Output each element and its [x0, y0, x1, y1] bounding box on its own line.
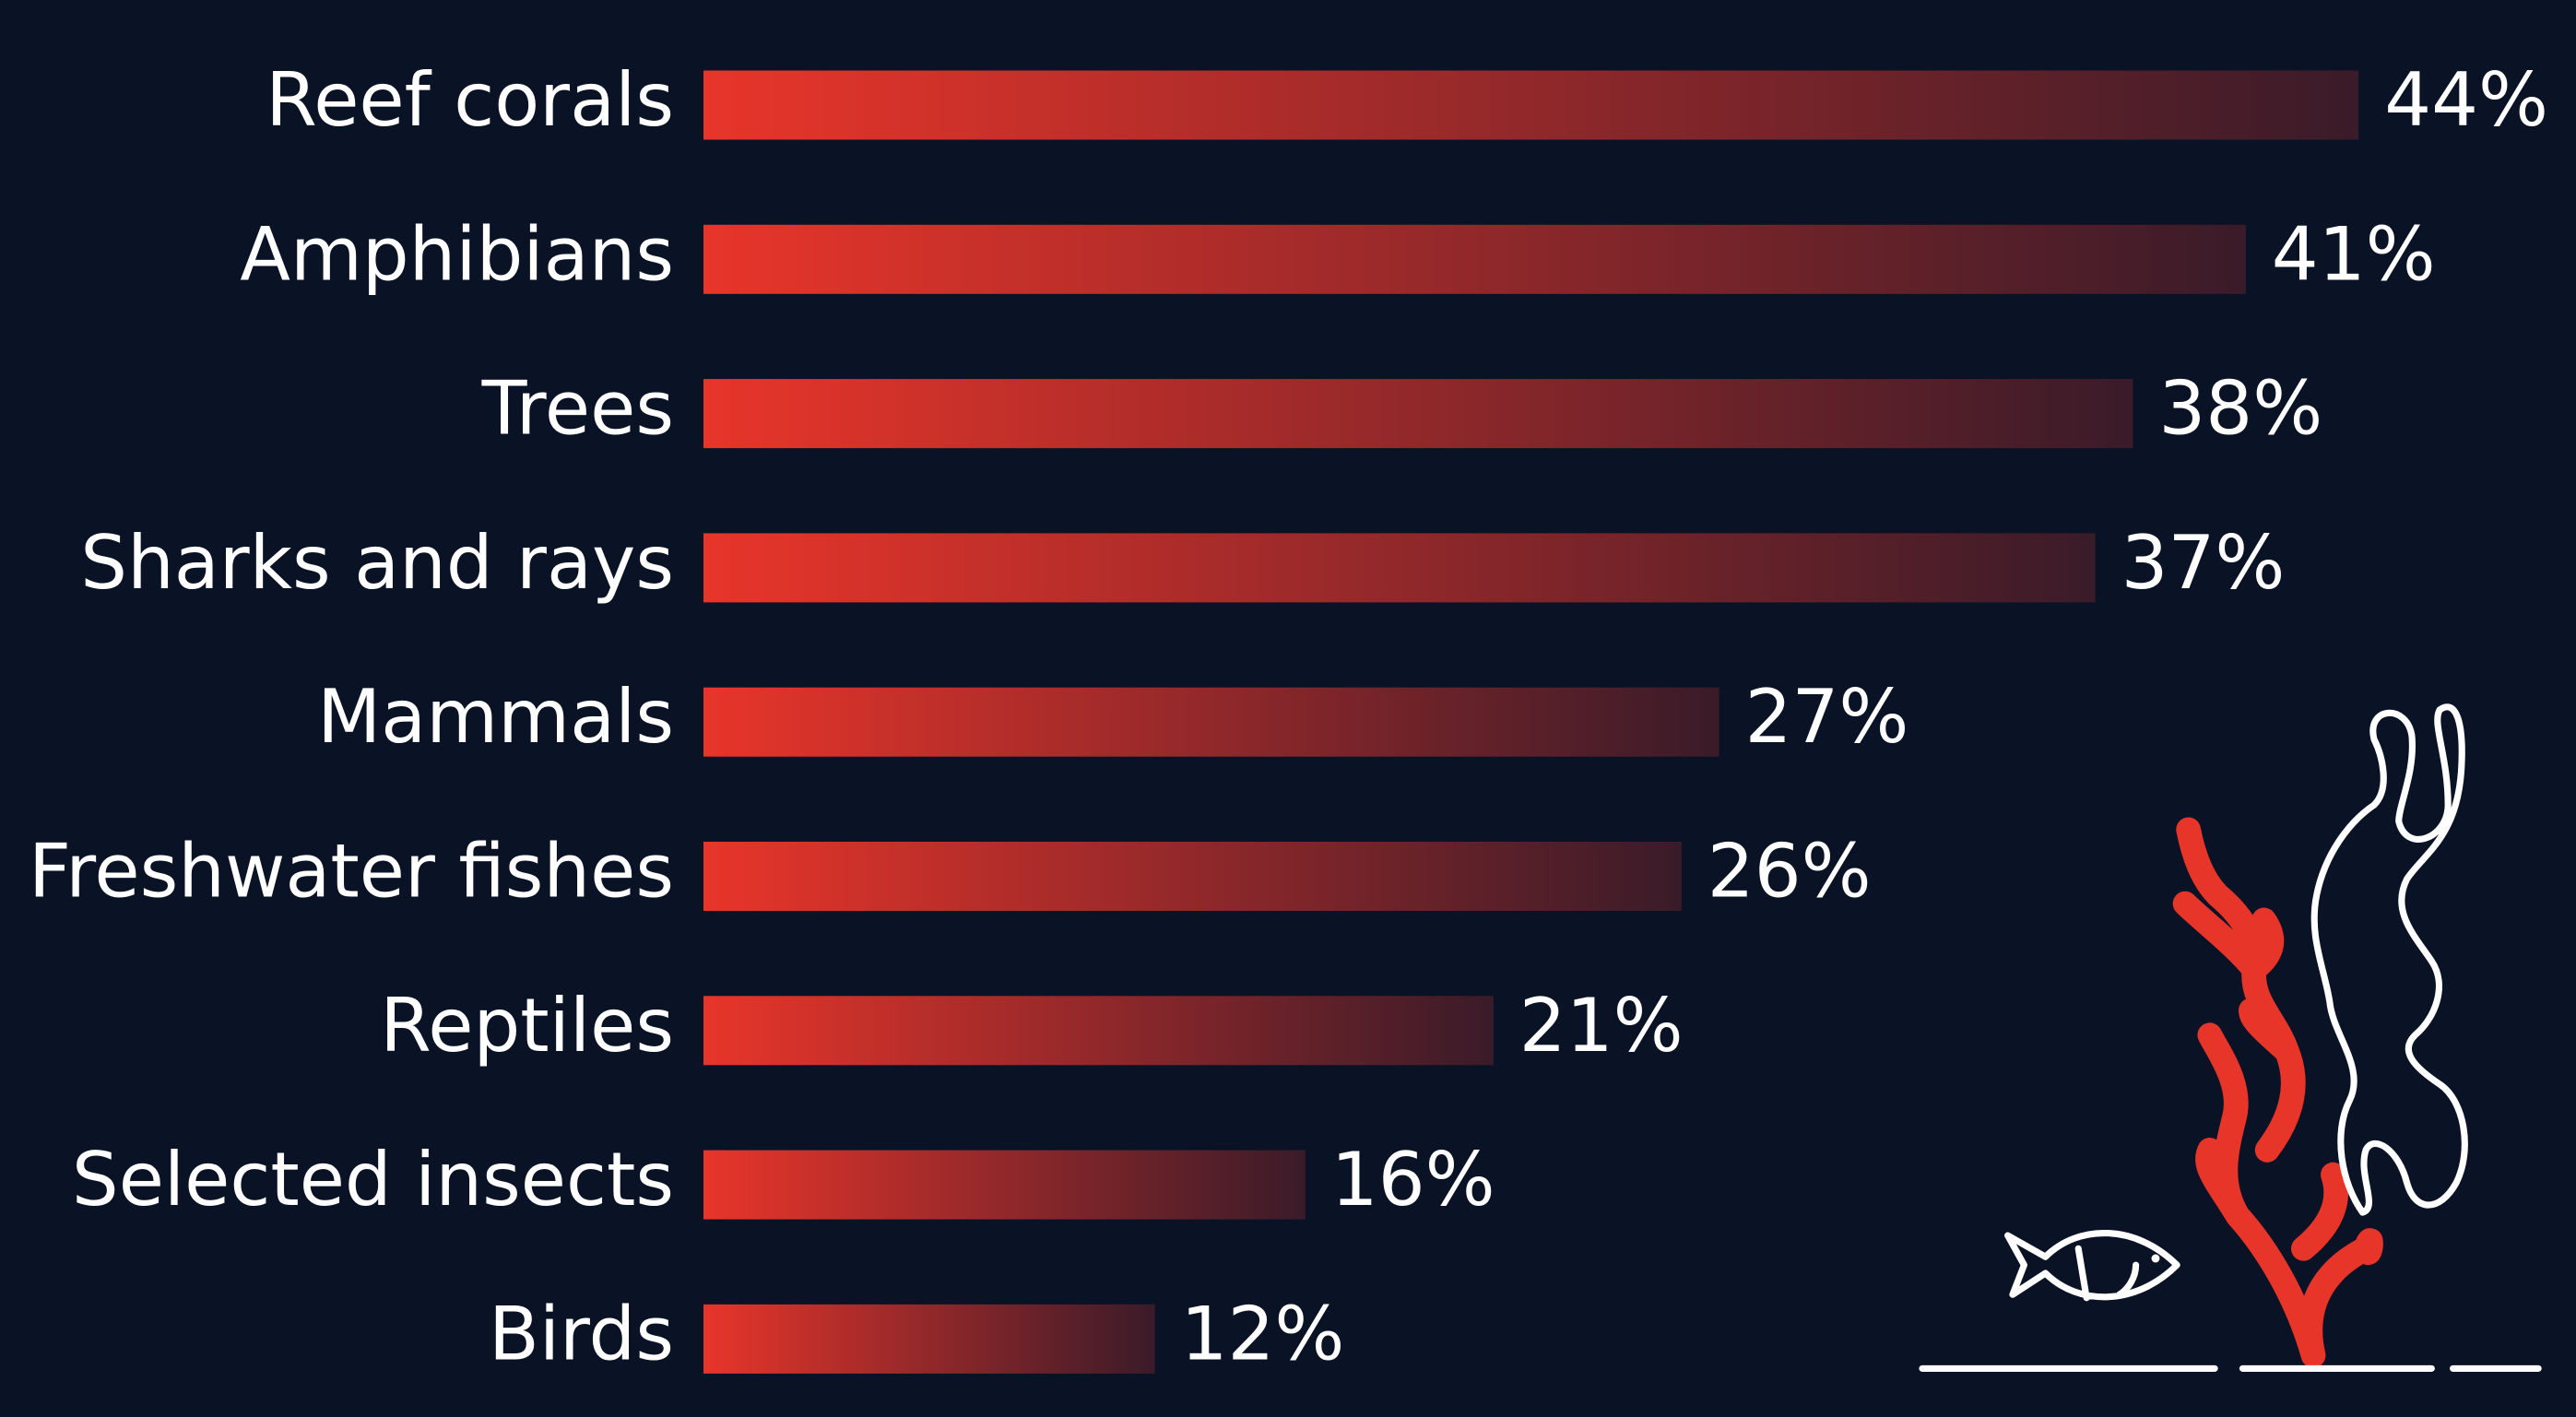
bar	[703, 842, 1682, 911]
bar	[703, 224, 2246, 294]
bar	[703, 533, 2096, 603]
value-label: 41%	[2272, 211, 2436, 297]
category-label: Reptiles	[380, 983, 674, 1069]
value-label: 38%	[2158, 366, 2322, 452]
category-label: Selected insects	[72, 1137, 674, 1222]
value-label: 27%	[1745, 674, 1909, 760]
value-label: 26%	[1707, 828, 1872, 914]
category-label: Birds	[489, 1291, 674, 1376]
value-label: 12%	[1181, 1291, 1345, 1376]
value-label: 37%	[2121, 520, 2286, 606]
category-label: Freshwater fishes	[29, 828, 674, 914]
category-label: Trees	[481, 366, 674, 452]
bar	[703, 70, 2359, 140]
category-label: Mammals	[317, 674, 674, 760]
category-label: Reef corals	[266, 57, 674, 143]
bar	[703, 687, 1719, 757]
bar	[703, 379, 2133, 449]
value-label: 21%	[1519, 983, 1684, 1069]
bar	[703, 1304, 1155, 1374]
red-coral	[2172, 817, 2383, 1368]
value-label: 44%	[2384, 57, 2548, 143]
category-label: Amphibians	[240, 211, 674, 297]
fish	[2004, 1230, 2180, 1302]
illustration	[1919, 703, 2542, 1372]
category-label: Sharks and rays	[80, 520, 674, 606]
white-coral	[2310, 703, 2468, 1216]
fish-eye	[2151, 1254, 2160, 1263]
bar	[703, 1150, 1306, 1220]
value-label: 16%	[1331, 1137, 1495, 1222]
bar	[703, 996, 1494, 1066]
